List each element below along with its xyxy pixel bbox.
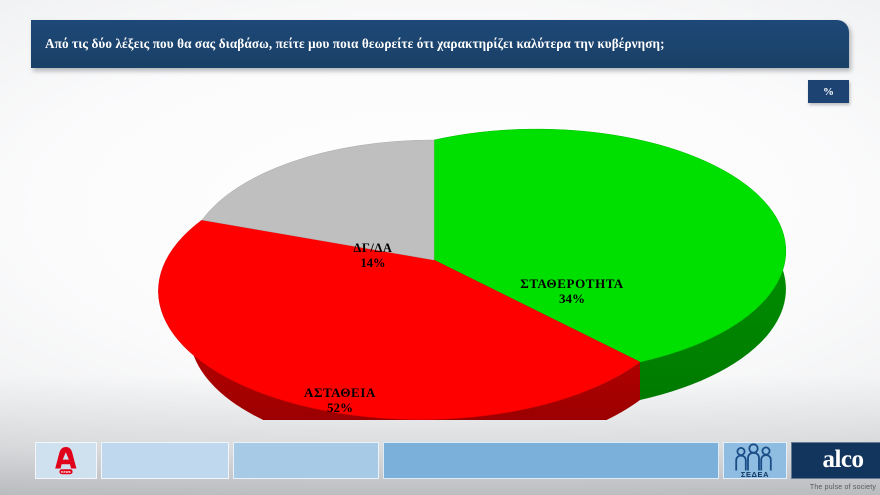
alco-wordmark: alco	[822, 446, 864, 473]
footer-block-3	[233, 442, 379, 479]
alco-tagline: The pulse of society	[809, 484, 877, 491]
percent-unit-badge: %	[808, 80, 849, 103]
alco-logo: alco	[792, 443, 880, 478]
footer-block-sedea-logo: ΣΕΔΕΑ	[723, 442, 787, 479]
pie-slice-dk-da	[201, 139, 435, 261]
pie-slice-side-instability	[190, 300, 640, 420]
footer-block-4	[383, 442, 719, 479]
footer-block-alpha-logo: news	[35, 442, 97, 479]
sedea-label: ΣΕΔΕΑ	[740, 470, 770, 479]
alpha-news-logo-icon: news	[55, 446, 77, 474]
footer-block-2	[101, 442, 229, 479]
pie-chart: ΣΤΑΘΕΡΟΤΗΤΑ 34% ΑΣΤΑΘΕΙΑ 52% ΔΓ/ΔΑ 14%	[0, 100, 880, 420]
footer-block-row: news ΣΕΔΕΑ	[35, 442, 880, 491]
footer-block-alco-logo: alco The pulse of society	[791, 442, 880, 491]
pie-slice-instability	[158, 219, 641, 420]
footer-bar: news ΣΕΔΕΑ	[0, 435, 880, 495]
question-title-bar: Από τις δύο λέξεις που θα σας διαβάσω, π…	[31, 20, 849, 68]
page-title: Από τις δύο λέξεις που θα σας διαβάσω, π…	[45, 36, 665, 51]
sedea-people-icon	[735, 442, 772, 470]
svg-text:news: news	[61, 470, 71, 474]
pie-chart-svg	[158, 128, 787, 420]
pie-slice-stability	[433, 128, 787, 363]
